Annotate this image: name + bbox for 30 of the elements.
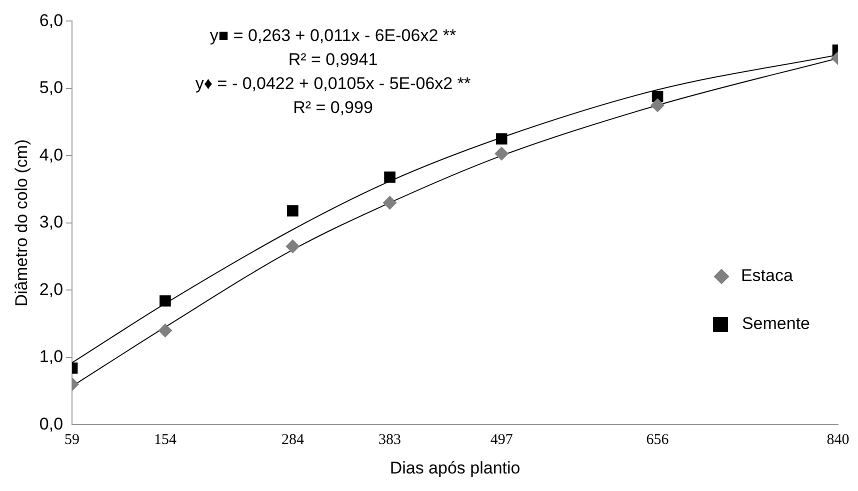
y-tick-label: 0,0 xyxy=(39,414,64,434)
annotation: y■ = 0,263 + 0,011x - 6E-06x2 ** xyxy=(208,25,458,47)
x-axis-title: Dias após plantio xyxy=(390,458,520,478)
point xyxy=(494,146,509,161)
y-tick-label: 6,0 xyxy=(39,10,64,30)
point xyxy=(496,133,508,145)
point xyxy=(286,239,300,254)
legend-label: Semente xyxy=(742,314,810,334)
annotation: R² = 0,9941 xyxy=(287,49,379,71)
point xyxy=(382,196,397,210)
y-tick-label: 4,0 xyxy=(39,145,64,164)
legend-label: Estaca xyxy=(740,266,793,286)
annotation: R² = 0,999 xyxy=(292,97,374,119)
y-tick-label: 5,0 xyxy=(39,78,64,98)
x-tick-label: 383 xyxy=(378,432,402,448)
x-tick-label: 497 xyxy=(490,432,514,448)
x-tick-label: 840 xyxy=(826,432,850,448)
y-tick-label: 3,0 xyxy=(39,212,64,232)
x-tick-label: 656 xyxy=(646,432,670,448)
y-tick-label: 1,0 xyxy=(39,347,64,366)
x-tick-label: 284 xyxy=(281,432,304,448)
x-tick-label: 154 xyxy=(154,432,177,448)
point xyxy=(158,323,172,338)
annotation: y♦ = - 0,0422 + 0,0105x - 5E-06x2 ** xyxy=(194,73,472,95)
point xyxy=(384,172,396,183)
point xyxy=(287,205,298,216)
point xyxy=(160,295,171,307)
y-tick-label: 2,0 xyxy=(39,280,64,299)
x-tick-label: 59 xyxy=(64,432,80,448)
y-axis-title: Diâmetro do colo (cm) xyxy=(12,139,31,307)
